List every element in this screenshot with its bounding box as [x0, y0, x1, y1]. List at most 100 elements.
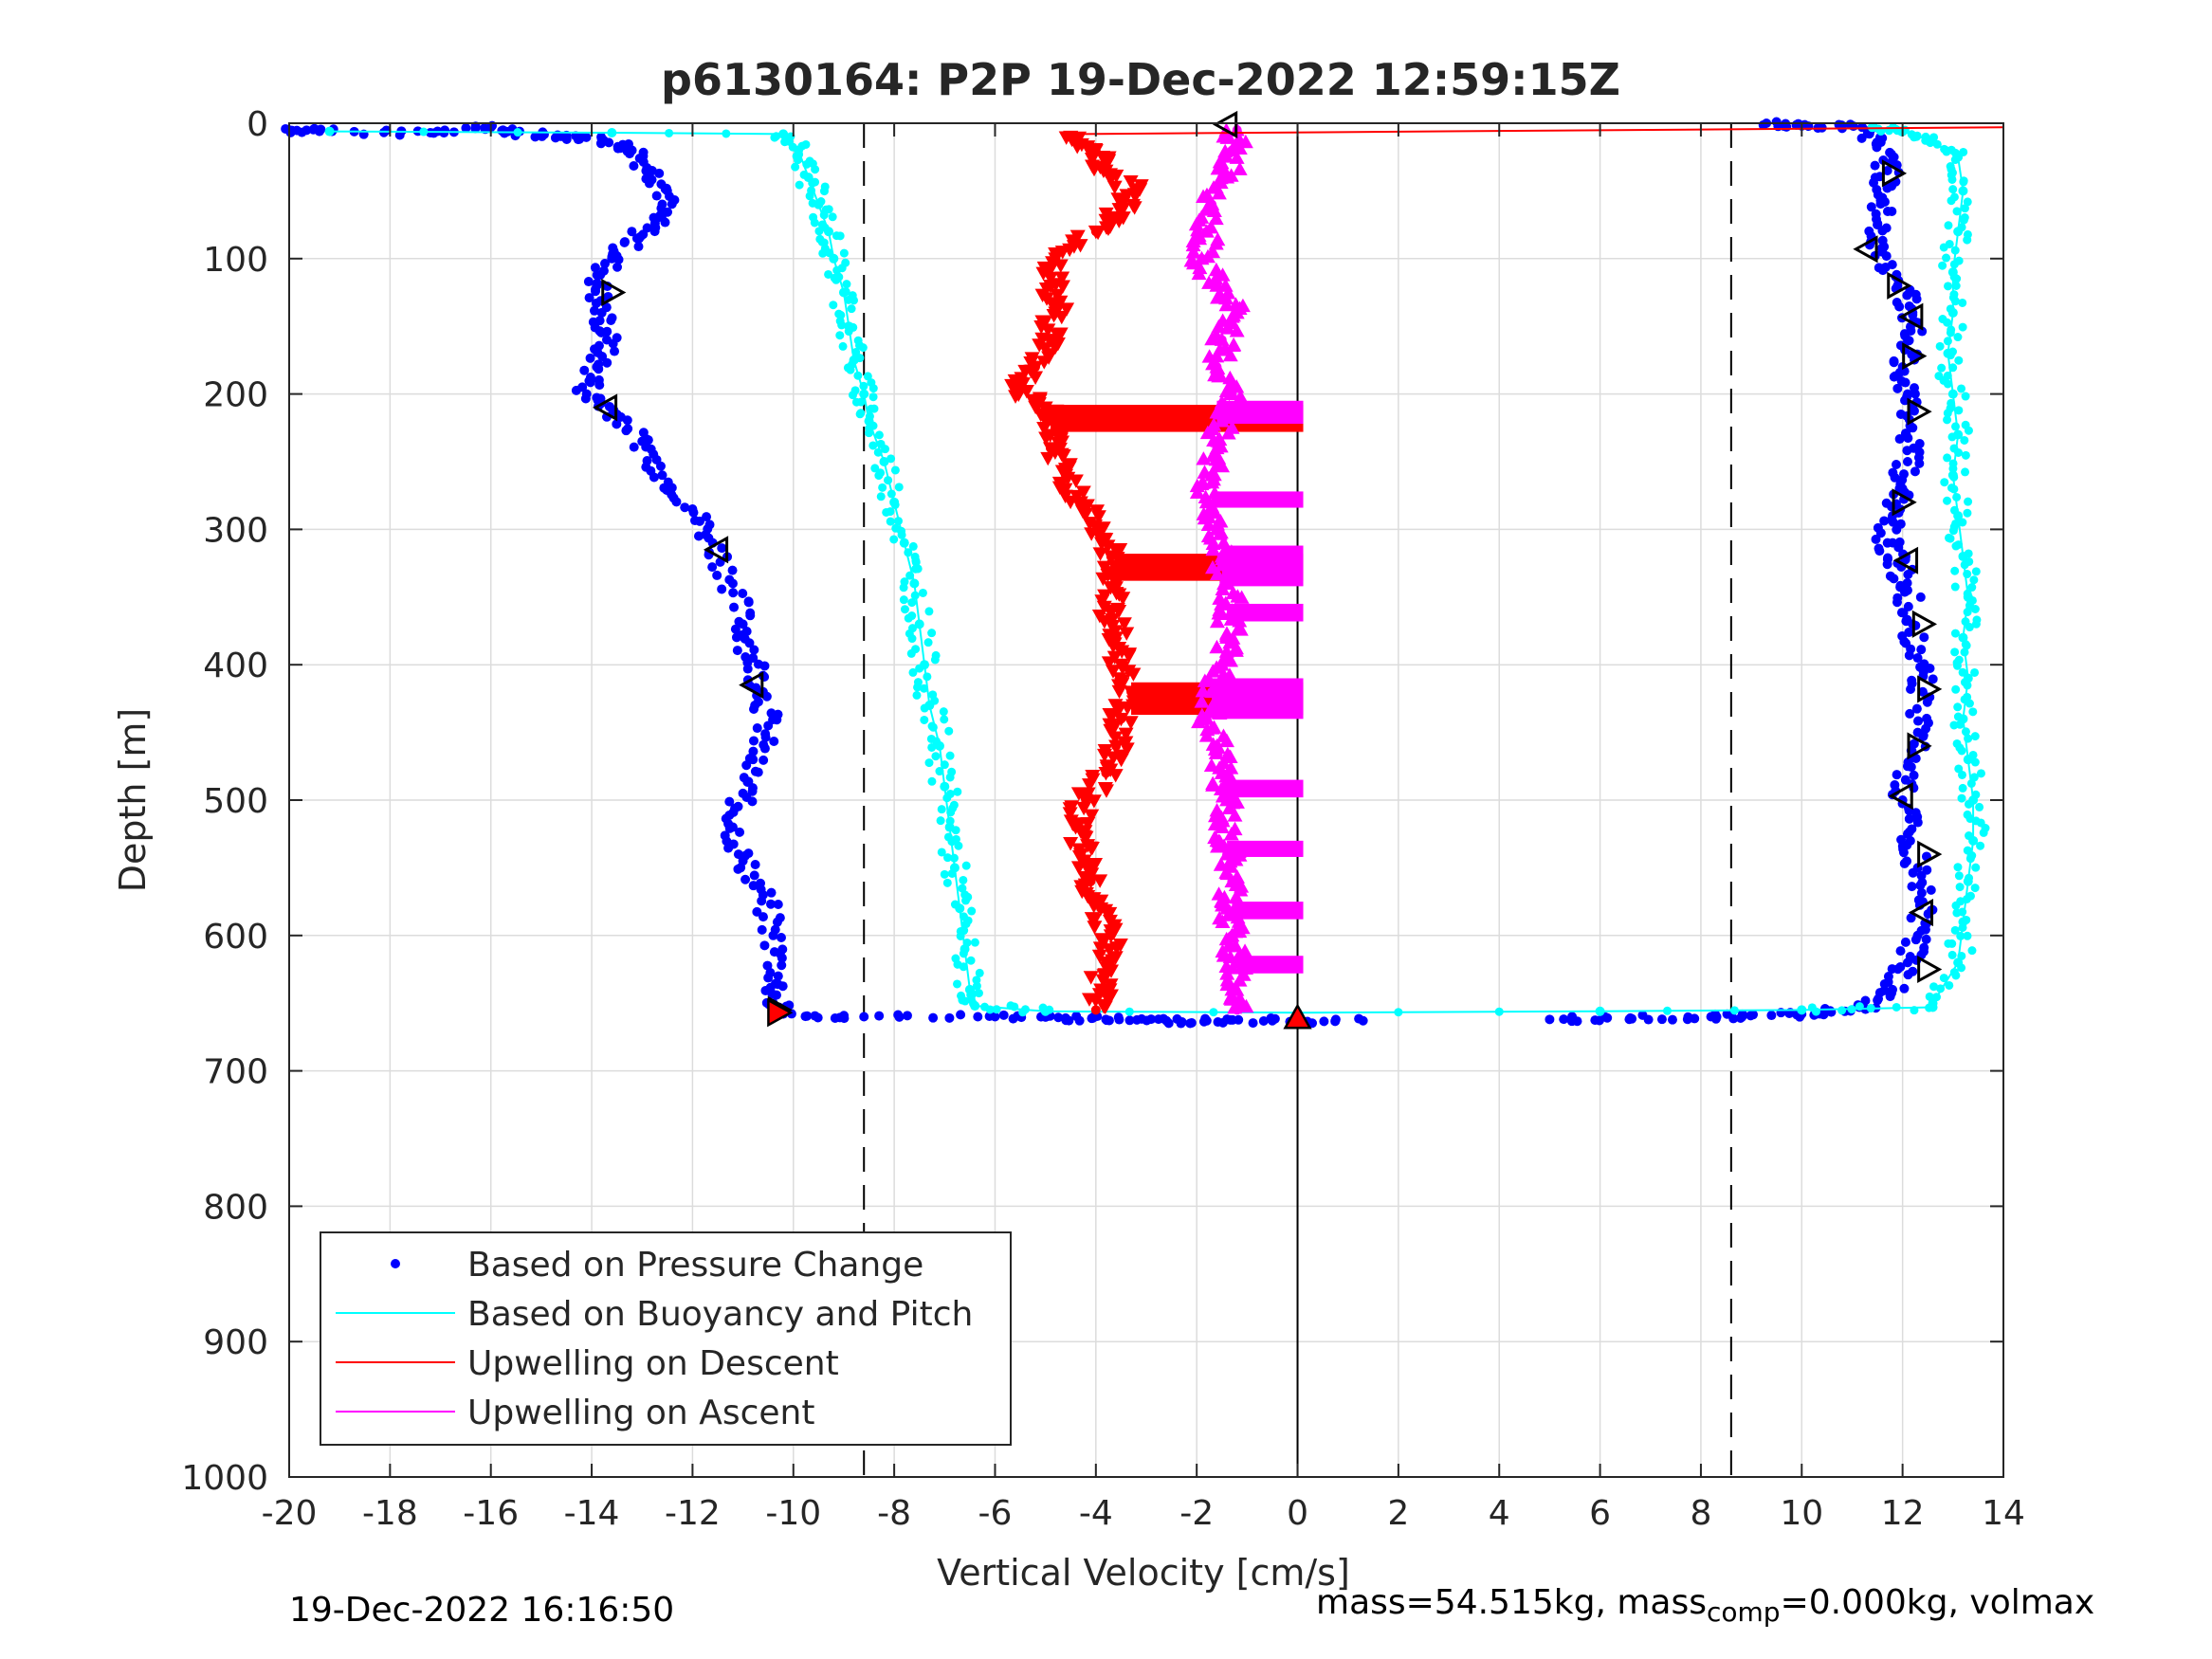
data-point [944, 726, 954, 736]
data-point [667, 199, 677, 210]
data-point [1943, 337, 1952, 346]
upwelling-band [1212, 491, 1304, 508]
data-point [580, 393, 591, 404]
data-point [1105, 665, 1121, 679]
series-0000ff [1545, 117, 1938, 1027]
data-point [859, 389, 869, 399]
data-point [935, 767, 944, 776]
data-point [1940, 478, 1949, 487]
data-point [884, 476, 893, 485]
data-point [951, 826, 960, 835]
data-point [873, 447, 883, 457]
data-point [1965, 831, 1974, 841]
data-point [1947, 398, 1956, 408]
data-point [1084, 841, 1100, 856]
data-point [749, 645, 759, 655]
data-point [876, 492, 886, 501]
data-point [1882, 165, 1892, 175]
data-point [1958, 667, 1967, 677]
data-point [1057, 468, 1073, 483]
data-point [743, 597, 754, 608]
data-point [874, 1011, 885, 1021]
data-point [760, 732, 771, 742]
data-point [1128, 185, 1144, 199]
data-point [1906, 913, 1916, 923]
data-point [1063, 836, 1079, 851]
data-point [1925, 992, 1934, 1001]
data-point [808, 178, 817, 188]
triangle-marker [1917, 840, 1943, 868]
data-point [1080, 816, 1096, 831]
data-point [908, 541, 918, 551]
data-point [1882, 538, 1892, 548]
data-point [1963, 931, 1972, 940]
data-point [1919, 632, 1929, 643]
data-point [1211, 606, 1227, 620]
data-point [1947, 325, 1956, 335]
data-point [1075, 485, 1091, 500]
data-point [1222, 853, 1238, 868]
x-tick-label: -12 [665, 1494, 721, 1533]
data-point [759, 661, 770, 671]
data-point [1975, 802, 1984, 811]
data-point [934, 740, 944, 751]
series-ff0000 [1004, 130, 1149, 1015]
data-point [1210, 290, 1226, 304]
data-point [1238, 998, 1254, 1013]
y-tick-label: 400 [203, 647, 268, 685]
data-point [752, 723, 762, 734]
data-point [1956, 931, 1965, 940]
x-tick-label: -20 [262, 1494, 318, 1533]
data-point [1209, 738, 1225, 753]
data-point [1967, 946, 1977, 956]
data-point [654, 168, 665, 178]
data-point [972, 981, 981, 991]
data-point [1886, 149, 1896, 159]
data-point [910, 591, 920, 600]
data-point [1163, 1018, 1174, 1029]
data-point [1227, 808, 1243, 822]
data-point [1964, 734, 1973, 743]
data-point [1048, 421, 1064, 436]
data-point [1358, 1015, 1368, 1026]
triangle-marker [1907, 397, 1932, 426]
data-point [1189, 478, 1205, 493]
data-point [1037, 401, 1053, 415]
data-point [829, 301, 838, 310]
data-point [1643, 1014, 1654, 1025]
data-point [856, 409, 866, 418]
data-point [1961, 467, 1970, 477]
data-point [613, 254, 624, 264]
data-point [1656, 1014, 1667, 1025]
data-point [946, 808, 956, 817]
data-point [930, 655, 940, 665]
data-point [633, 242, 644, 252]
data-point [1784, 1008, 1795, 1018]
data-point [1949, 192, 1959, 202]
data-point [920, 703, 929, 713]
data-point [939, 707, 948, 717]
data-point [1088, 994, 1104, 1009]
data-point [599, 259, 610, 269]
data-point [1132, 691, 1148, 706]
data-point [1102, 1015, 1112, 1026]
data-point [655, 461, 666, 471]
data-point [591, 286, 601, 297]
reference-lines [863, 123, 1732, 1477]
data-point [579, 365, 590, 375]
data-point [1964, 549, 1973, 558]
data-point [1797, 1005, 1807, 1015]
data-point [1028, 400, 1044, 415]
data-point [1208, 745, 1224, 759]
data-point [1028, 360, 1044, 375]
data-point [1969, 575, 1979, 585]
data-point [1224, 142, 1240, 156]
data-point [1947, 267, 1958, 278]
triangle-marker [1898, 302, 1924, 331]
data-point [1953, 712, 1963, 721]
data-point [940, 760, 949, 770]
data-point [1218, 733, 1234, 748]
data-point [1036, 422, 1052, 436]
data-point [1088, 225, 1104, 240]
data-point [1233, 622, 1249, 636]
